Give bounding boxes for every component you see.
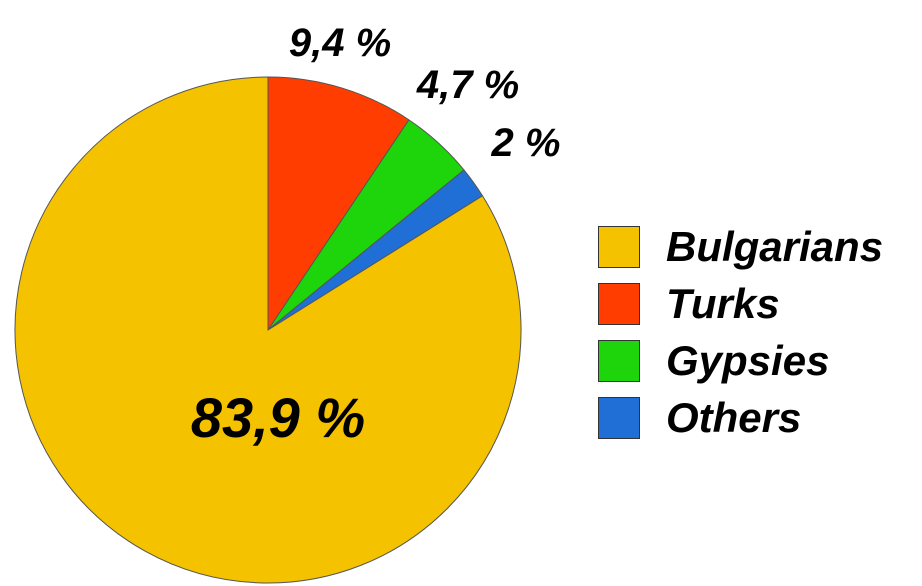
- value-label-bulgarians: 83,9 %: [191, 386, 365, 449]
- legend-label-gypsies: Gypsies: [666, 337, 830, 384]
- value-label-others: 2 %: [491, 121, 560, 165]
- legend: Bulgarians Turks Gypsies Others: [598, 220, 883, 448]
- legend-label-bulgarians: Bulgarians: [666, 223, 884, 270]
- legend-label-turks: Turks: [666, 280, 780, 327]
- legend-swatch-gypsies: [598, 340, 640, 382]
- legend-item-bulgarians: Bulgarians: [598, 220, 883, 274]
- pie-slice-bulgarians: [14, 76, 522, 584]
- legend-item-turks: Turks: [598, 277, 883, 331]
- value-label-gypsies: 4,7 %: [416, 63, 519, 107]
- pie-chart: 83,9 % 9,4 % 4,7 % 2 %: [14, 21, 560, 584]
- pie-slice-turks: [267, 76, 410, 332]
- legend-item-gypsies: Gypsies: [598, 334, 883, 388]
- pie-value-labels: 83,9 % 9,4 % 4,7 % 2 %: [191, 21, 560, 449]
- legend-swatch-turks: [598, 283, 640, 325]
- legend-label-others: Others: [666, 394, 802, 441]
- value-label-turks: 9,4 %: [289, 21, 391, 65]
- legend-swatch-others: [598, 397, 640, 439]
- legend-item-others: Others: [598, 391, 883, 445]
- pie-slices: [14, 76, 522, 584]
- legend-swatch-bulgarians: [598, 226, 640, 268]
